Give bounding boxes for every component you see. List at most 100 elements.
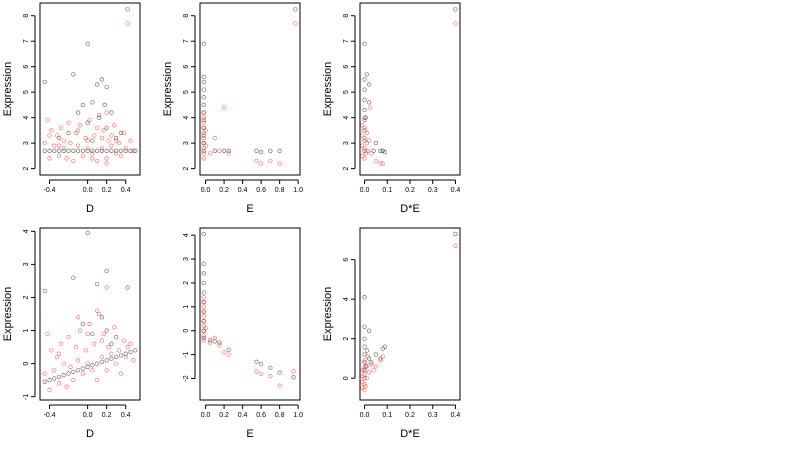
data-point	[94, 148, 100, 153]
data-point	[109, 351, 114, 356]
data-point	[71, 275, 76, 280]
data-point	[85, 361, 90, 366]
data-point	[114, 354, 119, 360]
y-tick-label: -1	[23, 393, 30, 399]
data-point	[201, 328, 206, 333]
scatter-panel-3: 0.0 0.1 0.2 0.3 0.4 2 3 4 5 6 7 8 D*E Expression	[322, 2, 461, 215]
data-point	[217, 340, 222, 345]
x-axis-label: D*E	[400, 203, 420, 215]
data-point	[453, 231, 458, 237]
data-point	[373, 352, 379, 357]
data-point	[208, 151, 213, 156]
data-point	[362, 125, 367, 131]
y-tick-label: 8	[183, 14, 190, 18]
data-point	[56, 381, 62, 386]
data-point	[85, 331, 90, 336]
data-point	[125, 344, 130, 350]
data-point	[66, 130, 71, 136]
data-point	[66, 371, 71, 376]
data-point	[90, 331, 95, 336]
data-point	[94, 308, 100, 313]
data-point	[201, 102, 206, 108]
data-point	[362, 387, 367, 393]
x-tick-label: 0.2	[219, 412, 229, 419]
data-point	[201, 79, 206, 85]
data-point	[114, 148, 119, 153]
data-point	[52, 368, 57, 373]
data-point	[106, 344, 111, 350]
data-point	[83, 348, 88, 353]
plot-frame	[199, 227, 301, 401]
y-tick-label: 0	[183, 329, 190, 333]
data-point	[366, 138, 372, 143]
data-point	[123, 148, 128, 153]
data-point	[201, 146, 206, 151]
data-point	[373, 364, 379, 369]
y-tick-label: 6	[343, 65, 350, 69]
data-point	[66, 148, 71, 153]
data-point	[364, 364, 369, 369]
data-point	[56, 143, 62, 148]
data-point	[118, 148, 124, 153]
x-tick-label: 0.8	[275, 187, 285, 194]
data-point	[75, 368, 81, 373]
x-tick-label: 0.0	[360, 187, 370, 194]
data-point	[96, 115, 102, 120]
data-point	[42, 79, 47, 85]
x-tick-label: 0.3	[428, 412, 438, 419]
data-point	[360, 374, 365, 379]
y-tick-label: 3	[183, 141, 190, 145]
data-point	[362, 115, 367, 120]
data-point	[277, 148, 282, 153]
data-point	[71, 148, 76, 153]
data-point	[104, 268, 109, 274]
data-point	[201, 115, 206, 120]
x-tick-label: 0.2	[405, 412, 415, 419]
x-tick-label: 0.4	[121, 187, 131, 194]
data-point	[212, 339, 217, 344]
data-point	[201, 135, 206, 141]
data-point	[96, 311, 102, 317]
data-point	[75, 315, 81, 320]
data-point	[201, 95, 206, 100]
data-point	[201, 151, 206, 156]
y-tick-label: -1	[183, 351, 190, 357]
data-point	[201, 314, 206, 319]
x-axis-label: D	[86, 203, 94, 215]
data-point	[116, 140, 122, 146]
data-point	[362, 87, 367, 92]
x-tick-label: 0.4	[238, 412, 248, 419]
data-point	[101, 128, 106, 133]
x-tick-label: 0.2	[102, 187, 112, 194]
data-point	[201, 74, 206, 80]
data-point	[365, 354, 371, 359]
data-point	[104, 125, 109, 131]
data-point	[362, 360, 367, 365]
data-point	[369, 362, 374, 367]
plot-frame	[359, 227, 461, 401]
data-point	[363, 384, 368, 389]
data-point	[80, 366, 86, 371]
x-tick-label: 1.0	[293, 187, 303, 194]
data-point	[42, 148, 47, 153]
data-point	[104, 285, 109, 290]
data-point	[201, 120, 206, 125]
data-point	[56, 148, 62, 153]
data-point	[68, 364, 73, 370]
data-point	[362, 138, 367, 143]
data-point	[201, 148, 206, 153]
data-point	[47, 148, 52, 153]
data-point	[71, 158, 76, 164]
data-point	[373, 140, 379, 146]
data-point	[369, 360, 374, 365]
data-point	[378, 148, 383, 153]
data-point	[201, 41, 206, 46]
data-point	[362, 77, 367, 82]
data-point	[52, 376, 57, 381]
data-point	[118, 153, 124, 159]
data-point	[226, 151, 231, 156]
data-point	[362, 372, 367, 377]
data-point	[208, 338, 213, 343]
data-point	[80, 371, 86, 376]
data-point	[61, 361, 66, 366]
